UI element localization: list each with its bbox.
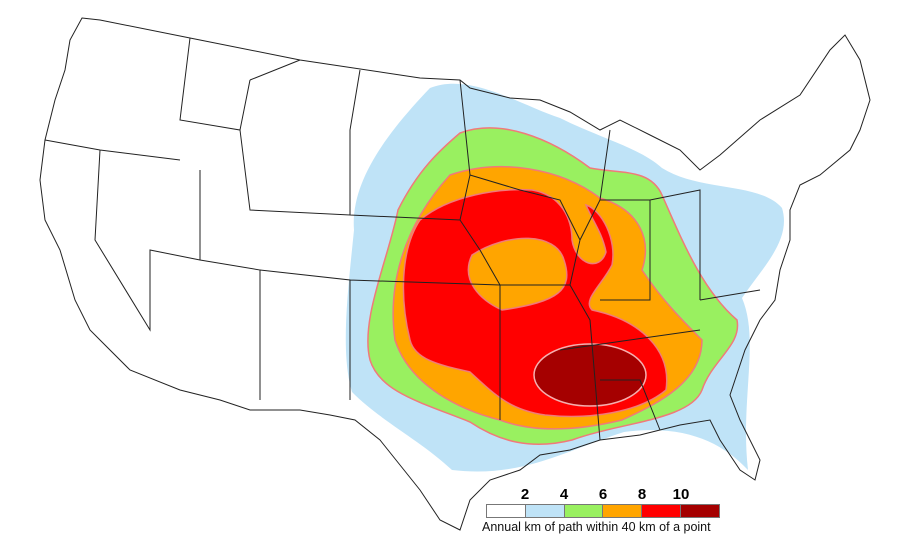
legend-caption: Annual km of path within 40 km of a poin… [482, 520, 711, 534]
legend-swatch [642, 505, 682, 517]
zone-10-plus [533, 343, 647, 407]
contour-zones [345, 83, 784, 472]
legend-swatch [681, 505, 719, 517]
zone-6-8-inner [467, 237, 568, 311]
legend: 2 4 6 8 10 Annual km of path within 40 k… [482, 486, 726, 534]
legend-tick: 10 [672, 486, 690, 503]
legend-tick: 6 [598, 486, 608, 503]
legend-tick: 4 [559, 486, 569, 503]
legend-swatch [487, 505, 526, 517]
legend-ticks: 2 4 6 8 10 [486, 486, 726, 504]
legend-color-bar [486, 504, 720, 518]
us-outline [39, 17, 871, 531]
legend-tick: 2 [520, 486, 530, 503]
legend-tick: 8 [637, 486, 647, 503]
legend-swatch [603, 505, 643, 517]
legend-swatch [564, 505, 604, 517]
legend-swatch [525, 505, 565, 517]
